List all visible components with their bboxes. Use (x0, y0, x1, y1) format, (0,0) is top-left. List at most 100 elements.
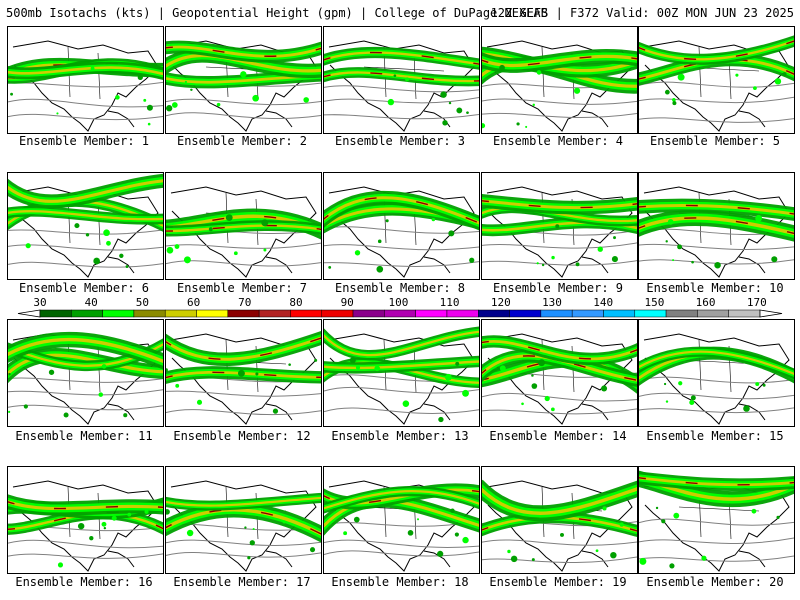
isotach-blob (544, 395, 550, 402)
isotach-blob (208, 227, 213, 232)
isotach-blob (166, 105, 173, 112)
colorbar-swatch (39, 309, 72, 318)
ensemble-panel (7, 26, 164, 134)
isotach-blob (482, 123, 486, 129)
coastline (265, 110, 293, 128)
isotach-blob (613, 236, 616, 240)
height-contour (324, 386, 479, 394)
isotach-blob (469, 257, 475, 263)
isotach-blob (174, 244, 180, 249)
coastline (486, 333, 633, 425)
isotach-blob (407, 530, 414, 536)
isotach-blob (183, 256, 191, 264)
colorbar-swatch (478, 309, 510, 318)
ensemble-member-label: Ensemble Member: 7 (176, 281, 308, 295)
isotach-blob (63, 412, 69, 418)
isotach-blob (103, 229, 110, 237)
ensemble-member-label: Ensemble Member: 2 (176, 134, 308, 148)
isotach-blob (387, 98, 395, 106)
isotach-blob (579, 66, 582, 69)
isotach-blob (665, 400, 669, 403)
height-contour (639, 518, 794, 526)
colorbar-swatch (71, 309, 103, 318)
colorbar-tick-label: 80 (289, 296, 303, 309)
height-contour (639, 537, 794, 544)
isotach-blob (448, 230, 455, 237)
colorbar-tick-label: 110 (439, 296, 460, 309)
isotach-blob (672, 259, 675, 262)
isotach-blob (442, 120, 448, 126)
height-contour (166, 409, 321, 416)
isotach-blob (405, 77, 410, 82)
run-valid-time: 12Z GEFS | F372 Valid: 00Z MON JUN 23 20… (490, 6, 794, 20)
isotach-blob (755, 382, 760, 387)
ensemble-member-label: Ensemble Member: 18 (331, 575, 469, 589)
isotach-blob (455, 361, 460, 366)
coastline (12, 40, 159, 132)
height-contour (166, 260, 321, 267)
jet-core (166, 224, 321, 233)
isotach-blob (499, 64, 505, 71)
colorbar-swatch (196, 309, 229, 318)
jet-core (639, 39, 794, 61)
map-title: 500mb Isotachs (kts) | Geopotential Heig… (6, 6, 548, 20)
height-contour (482, 112, 637, 119)
isotach-blob (601, 385, 608, 392)
jet-core (324, 196, 479, 225)
jet-core (482, 487, 637, 515)
isotach-blob (175, 383, 180, 388)
jet-core (324, 330, 479, 357)
ensemble-member-label: Ensemble Member: 11 (15, 429, 153, 443)
isotach-blob (416, 518, 420, 521)
isotach-blob (216, 102, 221, 107)
isotach-blob (57, 562, 64, 568)
jet-core (166, 45, 321, 58)
coastline (581, 110, 609, 128)
height-contour (639, 376, 794, 384)
coastline (107, 256, 135, 274)
coastline (423, 550, 451, 568)
ensemble-panel (7, 466, 164, 574)
isotach-blob (610, 551, 617, 559)
isotach-blob (536, 70, 542, 75)
ensemble-panel (323, 172, 480, 280)
jet-core (8, 66, 163, 76)
ensemble-panel (323, 26, 480, 134)
isotach-blob (23, 404, 28, 409)
colorbar-tick-label: 70 (238, 296, 252, 309)
isotach-blob (171, 102, 178, 108)
colorbar-tick-label: 100 (388, 296, 409, 309)
isotach-blob (689, 400, 695, 406)
isotach-blob (98, 392, 104, 397)
colorbar-swatch (164, 309, 197, 318)
ensemble-panel (638, 172, 795, 280)
colorbar-tick-label: 50 (135, 296, 150, 309)
isotach-blob (456, 107, 463, 114)
ensemble-panel (165, 466, 322, 574)
isotach-blob (56, 112, 59, 115)
height-contour (324, 550, 479, 557)
isotach-blob (639, 557, 647, 565)
height-contour (8, 539, 163, 549)
isotach-blob (771, 256, 778, 263)
isotach-blob (190, 88, 193, 92)
isotach-blob (115, 95, 120, 100)
height-contour (324, 407, 479, 414)
isotach-blob (85, 233, 90, 237)
isotach-blob (701, 555, 707, 561)
isotach-blob (252, 94, 259, 102)
isotach-blob (377, 239, 382, 244)
colorbar-tick-label: 60 (186, 296, 201, 309)
isotach-blob (573, 87, 581, 94)
jet-core (482, 199, 637, 210)
coastline (738, 403, 766, 421)
isotach-blob (123, 413, 128, 418)
isotach-blob (137, 74, 143, 81)
height-contour (8, 553, 163, 559)
isotach-blob (186, 529, 194, 537)
height-contour (639, 243, 794, 250)
isotach-blob (89, 535, 94, 541)
colorbar-tick-label: 130 (542, 296, 562, 309)
colorbar-swatch (634, 309, 667, 318)
ensemble-member-label: Ensemble Member: 16 (15, 575, 153, 589)
